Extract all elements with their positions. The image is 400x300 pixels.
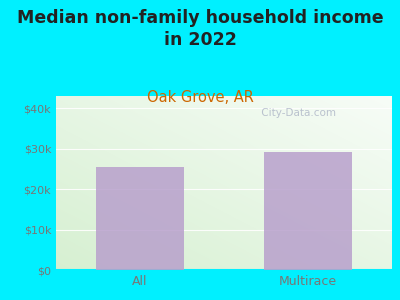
Bar	[96, 167, 184, 270]
Bar	[264, 152, 352, 270]
Text: Median non-family household income
in 2022: Median non-family household income in 20…	[17, 9, 383, 49]
Text: Oak Grove, AR: Oak Grove, AR	[146, 90, 254, 105]
Text: City-Data.com: City-Data.com	[258, 108, 336, 118]
